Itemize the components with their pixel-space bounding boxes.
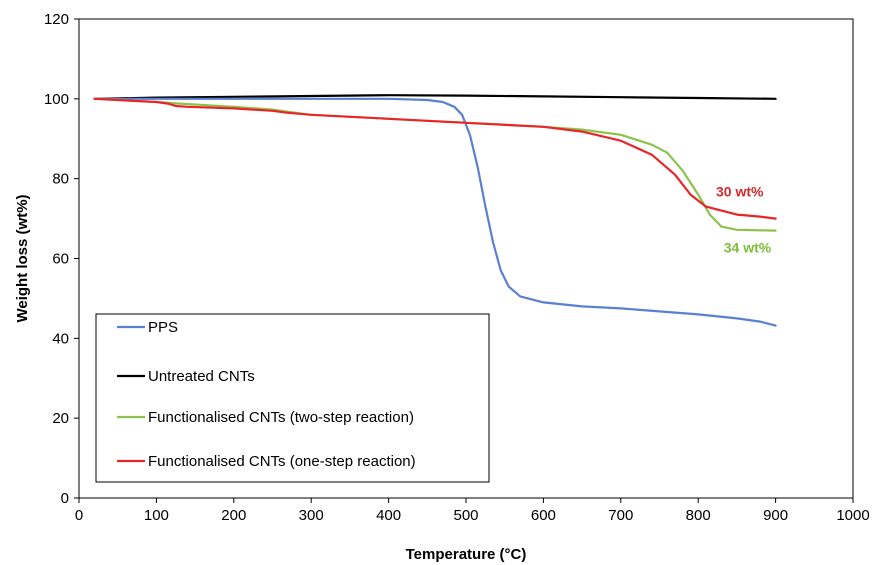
annotation-label: 34 wt% (724, 240, 772, 256)
annotation-label: 30 wt% (716, 184, 764, 200)
x-tick-label: 600 (531, 507, 556, 524)
y-tick-label: 0 (61, 490, 69, 507)
y-axis-title: Weight loss (wt%) (14, 194, 31, 322)
x-tick-label: 0 (75, 507, 83, 524)
y-tick-label: 20 (52, 410, 69, 427)
legend: PPS Untreated CNTs Functionalised CNTs (tw… (95, 313, 490, 483)
x-tick-label: 100 (144, 507, 169, 524)
x-axis-title: Temperature (°C) (406, 546, 527, 563)
x-tick-label: 500 (453, 507, 478, 524)
annotations: 30 wt% 34 wt% (716, 184, 772, 256)
axes: 0 100 200 300 400 500 600 700 800 900 1000 0 20 40 60 8… (44, 11, 870, 524)
x-tick-label: 400 (376, 507, 401, 524)
x-tick-label: 700 (608, 507, 633, 524)
y-tick-label: 60 (52, 251, 69, 268)
y-tick-label: 100 (44, 91, 69, 108)
y-tick-label: 80 (52, 171, 69, 188)
x-tick-label: 1000 (836, 507, 869, 524)
y-tick-label: 120 (44, 11, 69, 28)
legend-label: Functionalised CNTs (one-step reaction) (148, 453, 416, 470)
legend-box (95, 313, 490, 483)
x-tick-label: 200 (221, 507, 246, 524)
series-layer (93, 94, 777, 327)
series-line-3 (93, 97, 777, 220)
series-line-0 (93, 97, 777, 327)
y-tick-label: 40 (52, 330, 69, 347)
x-tick-label: 300 (299, 507, 324, 524)
series-line-1 (93, 94, 777, 100)
legend-label: Functionalised CNTs (two-step reaction) (148, 409, 414, 426)
x-tick-label: 800 (686, 507, 711, 524)
series-line-2 (93, 97, 777, 232)
x-tick-label: 900 (763, 507, 788, 524)
legend-label: Untreated CNTs (148, 368, 255, 385)
legend-label: PPS (148, 319, 178, 336)
